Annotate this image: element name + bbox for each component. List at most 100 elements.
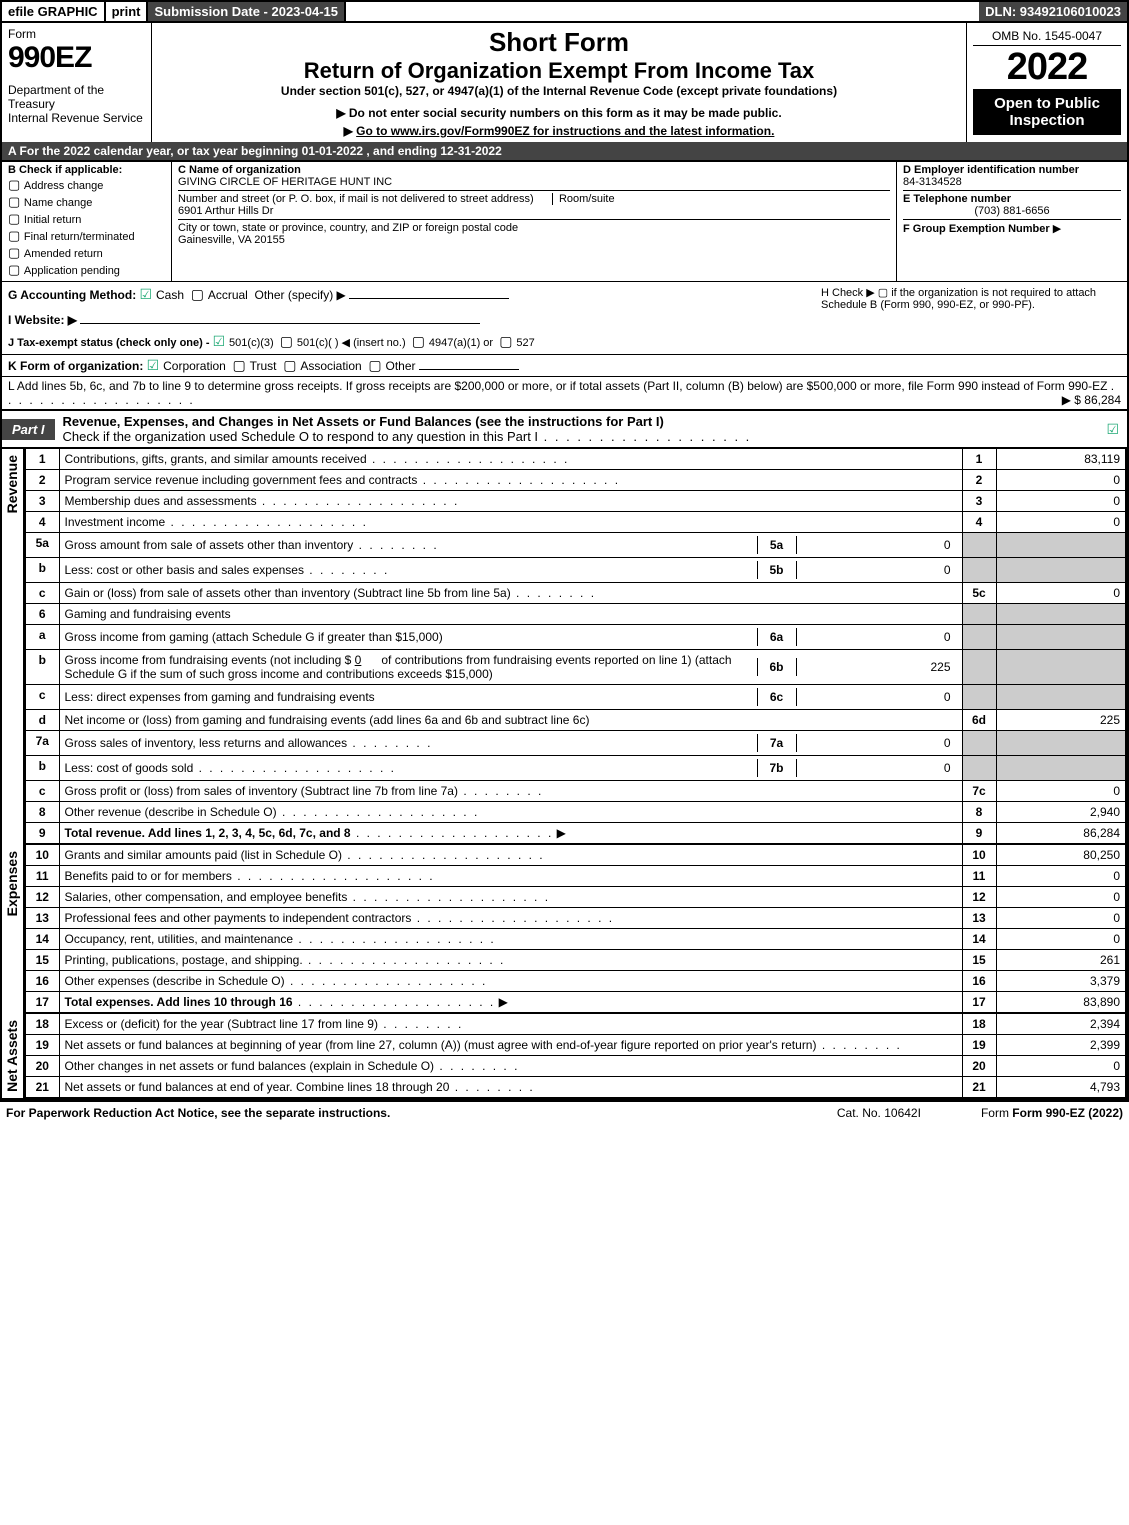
- chk-corporation[interactable]: [147, 359, 163, 373]
- line-ref-shade: [962, 756, 996, 781]
- j-527: 527: [516, 337, 534, 349]
- line-num: 20: [25, 1056, 59, 1077]
- line-ref: 13: [962, 908, 996, 929]
- g-label: G Accounting Method:: [8, 288, 136, 302]
- line-num: 1: [25, 449, 59, 470]
- line-num: 19: [25, 1035, 59, 1056]
- line-num: a: [25, 625, 59, 650]
- line-amt-shade: [996, 685, 1126, 710]
- dots: [538, 429, 751, 444]
- cash-label: Cash: [156, 288, 184, 302]
- chk-other-org[interactable]: [368, 359, 385, 373]
- k-trust: Trust: [250, 359, 277, 373]
- chk-association[interactable]: [283, 359, 300, 373]
- line-ref: 12: [962, 887, 996, 908]
- line-amt: 2,399: [996, 1035, 1126, 1056]
- line-amt-shade: [996, 558, 1126, 583]
- k-corp: Corporation: [163, 359, 226, 373]
- section-b: B Check if applicable: Address change Na…: [2, 162, 172, 281]
- line-amt: 0: [996, 887, 1126, 908]
- submission-date: Submission Date - 2023-04-15: [148, 2, 346, 21]
- l-amount: ▶ $ 86,284: [1062, 393, 1121, 407]
- form-word: Form: [8, 27, 145, 41]
- line-ref: 10: [962, 845, 996, 866]
- org-city: Gainesville, VA 20155: [178, 234, 890, 246]
- chk-501c3[interactable]: [213, 337, 229, 349]
- website-input[interactable]: [80, 323, 480, 324]
- netassets-side-label: Net Assets: [2, 1014, 24, 1098]
- line-desc: Other expenses (describe in Schedule O): [65, 974, 285, 988]
- expenses-table: 10Grants and similar amounts paid (list …: [24, 845, 1127, 1014]
- line-amt: 0: [996, 866, 1126, 887]
- omb-number: OMB No. 1545-0047: [973, 27, 1121, 46]
- line-desc: Contributions, gifts, grants, and simila…: [65, 452, 367, 466]
- chk-application-pending[interactable]: Application pending: [8, 262, 165, 278]
- chk-accrual[interactable]: [191, 288, 208, 302]
- line-amt-shade: [996, 650, 1126, 685]
- part1-title: Revenue, Expenses, and Changes in Net As…: [55, 411, 760, 447]
- line-num: 17: [25, 992, 59, 1014]
- accrual-label: Accrual: [208, 288, 248, 302]
- line-desc: Professional fees and other payments to …: [65, 911, 412, 925]
- line-ref-shade: [962, 533, 996, 558]
- line-desc: Gross amount from sale of assets other t…: [65, 538, 354, 552]
- line-num: 2: [25, 470, 59, 491]
- print-button[interactable]: print: [106, 2, 149, 21]
- chk-name-change[interactable]: Name change: [8, 194, 165, 210]
- line-amt-shade: [996, 756, 1126, 781]
- line-ref: 7c: [962, 781, 996, 802]
- arrow-icon: [344, 124, 357, 138]
- chk-initial-return[interactable]: Initial return: [8, 211, 165, 227]
- f-arrow: ▶: [1053, 223, 1061, 235]
- line-amt: 261: [996, 950, 1126, 971]
- line-ref: 15: [962, 950, 996, 971]
- chk-amended-return[interactable]: Amended return: [8, 245, 165, 261]
- line-ref: 21: [962, 1077, 996, 1098]
- org-address: 6901 Arthur Hills Dr: [178, 205, 890, 217]
- sub-val: 0: [797, 536, 957, 554]
- line-amt: 0: [996, 583, 1126, 604]
- line-num: 15: [25, 950, 59, 971]
- chk-schedule-o[interactable]: [1106, 423, 1119, 437]
- line-num: 21: [25, 1077, 59, 1098]
- k-other-input[interactable]: [419, 369, 519, 370]
- line-desc: Gain or (loss) from sale of assets other…: [65, 586, 511, 600]
- department: Department of the Treasury Internal Reve…: [8, 83, 145, 125]
- chk-501c[interactable]: [280, 337, 297, 349]
- line-num: b: [25, 650, 59, 685]
- chk-trust[interactable]: [233, 359, 250, 373]
- netassets-label: Net Assets: [2, 1014, 22, 1098]
- form-number: 990EZ: [8, 41, 145, 75]
- goto-link[interactable]: Go to www.irs.gov/Form990EZ for instruct…: [356, 124, 774, 138]
- line-desc: Excess or (deficit) for the year (Subtra…: [65, 1017, 378, 1031]
- revenue-label: Revenue: [2, 449, 22, 519]
- page-footer: For Paperwork Reduction Act Notice, see …: [0, 1100, 1129, 1124]
- b-label: B Check if applicable:: [8, 164, 165, 176]
- open-inspection: Open to Public Inspection: [973, 89, 1121, 135]
- row-l: L Add lines 5b, 6c, and 7b to line 9 to …: [0, 377, 1129, 410]
- line-amt: 0: [996, 470, 1126, 491]
- chk-address-change[interactable]: Address change: [8, 177, 165, 193]
- line-desc: Gaming and fundraising events: [59, 604, 962, 625]
- other-specify-input[interactable]: [349, 298, 509, 299]
- line-amt-shade: [996, 604, 1126, 625]
- sub-box: 7a: [757, 734, 797, 752]
- line-desc: Salaries, other compensation, and employ…: [65, 890, 348, 904]
- chk-cash[interactable]: [140, 288, 156, 302]
- line-desc: Occupancy, rent, utilities, and maintena…: [65, 932, 294, 946]
- line-num: 13: [25, 908, 59, 929]
- j-insert: (insert no.): [353, 337, 406, 349]
- line-num: 10: [25, 845, 59, 866]
- line-desc: Investment income: [65, 515, 166, 529]
- chk-final-return[interactable]: Final return/terminated: [8, 228, 165, 244]
- c-city-label: City or town, state or province, country…: [178, 219, 890, 234]
- chk-527[interactable]: [499, 337, 516, 349]
- sub-box: 6b: [757, 658, 797, 676]
- section-a: A For the 2022 calendar year, or tax yea…: [0, 142, 1129, 162]
- efile-button[interactable]: efile GRAPHIC: [2, 2, 106, 21]
- line-amt: 83,119: [996, 449, 1126, 470]
- j-501c3: 501(c)(3): [229, 337, 274, 349]
- chk-4947[interactable]: [412, 337, 429, 349]
- netassets-table: 18Excess or (deficit) for the year (Subt…: [24, 1014, 1127, 1098]
- line-ref-shade: [962, 650, 996, 685]
